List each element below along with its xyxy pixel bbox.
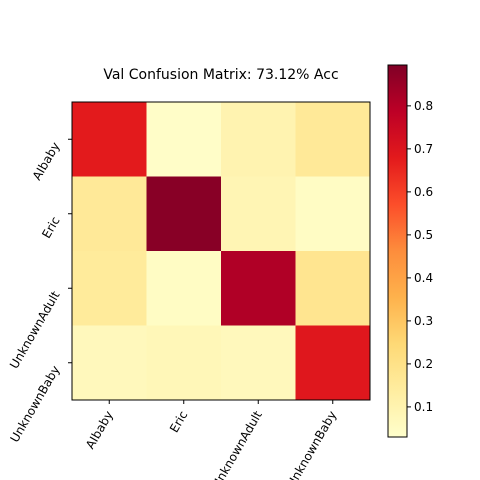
colorbar bbox=[387, 64, 408, 438]
colorbar-tick-label: 0.3 bbox=[414, 314, 433, 328]
colorbar-tick-label: 0.8 bbox=[414, 99, 433, 113]
heatmap-cell bbox=[221, 251, 296, 326]
y-tick-label: UnknownAdult bbox=[7, 288, 63, 371]
x-tick-label: AIbaby bbox=[83, 409, 116, 452]
heatmap-cell bbox=[221, 176, 296, 252]
heatmap-cell bbox=[295, 251, 371, 326]
x-tick-label: Eric bbox=[167, 409, 190, 435]
heatmap-cell bbox=[146, 102, 222, 177]
heatmap-cell bbox=[221, 102, 296, 177]
chart-title: Val Confusion Matrix: 73.12% Acc bbox=[103, 67, 338, 83]
heatmap-cell bbox=[146, 325, 222, 401]
colorbar-tick-label: 0.5 bbox=[414, 228, 433, 242]
y-tick-label: AIbaby bbox=[30, 140, 63, 183]
colorbar-tick-label: 0.2 bbox=[414, 357, 433, 371]
heatmap-cell bbox=[146, 251, 222, 326]
heatmap-cell bbox=[72, 251, 147, 326]
heatmap-cell bbox=[295, 102, 371, 177]
colorbar-tick-label: 0.6 bbox=[414, 185, 433, 199]
y-tick-label: Eric bbox=[39, 214, 62, 240]
heatmap-cells bbox=[72, 102, 371, 401]
heatmap-cell bbox=[295, 325, 371, 401]
heatmap-cell bbox=[221, 325, 296, 401]
y-tick-label: UnknownBaby bbox=[7, 363, 62, 444]
x-tick-label: UnknownAdult bbox=[209, 408, 265, 480]
heatmap-cell bbox=[72, 176, 147, 252]
colorbar-ticks: 0.1 0.2 0.3 0.4 0.5 0.6 0.7 0.8 bbox=[407, 99, 433, 414]
x-axis-ticks: AIbaby Eric UnknownAdult UnknownBaby bbox=[83, 400, 339, 480]
colorbar-tick-label: 0.7 bbox=[414, 142, 433, 156]
heatmap-cell bbox=[72, 325, 147, 401]
heatmap-cell bbox=[146, 176, 222, 252]
heatmap-cell bbox=[72, 102, 147, 177]
plot-frame bbox=[71, 101, 371, 401]
x-tick-label: UnknownBaby bbox=[284, 409, 339, 480]
colorbar-tick-label: 0.4 bbox=[414, 271, 433, 285]
colorbar-tick-label: 0.1 bbox=[414, 400, 433, 414]
heatmap-cell bbox=[295, 176, 371, 252]
